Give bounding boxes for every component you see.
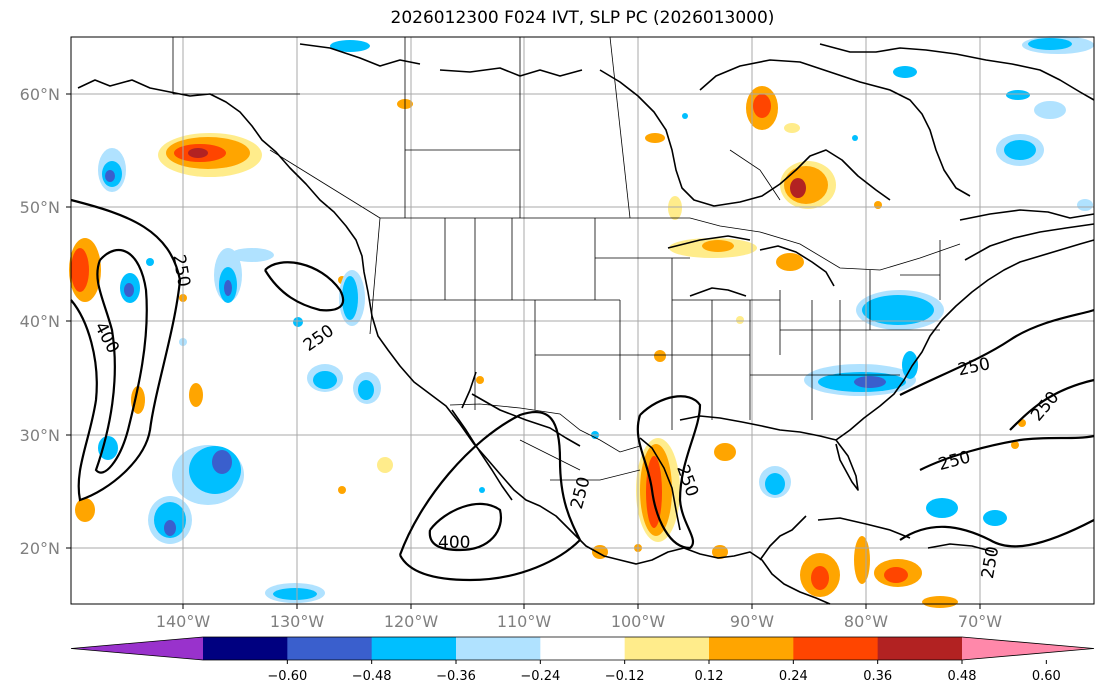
colorbar-segment bbox=[287, 637, 373, 660]
colorbar-tick-label: 0.36 bbox=[863, 669, 892, 684]
colorbar-tick-label: 0.12 bbox=[695, 669, 724, 684]
colorbar-tick-label: 0.48 bbox=[948, 669, 977, 684]
lon-label: 120°W bbox=[384, 612, 439, 631]
colorbar-tick-label: −0.60 bbox=[267, 669, 307, 684]
colorbar-segment bbox=[624, 637, 710, 660]
contour-label: 400 bbox=[438, 533, 470, 553]
lat-label: 40°N bbox=[20, 312, 60, 331]
lon-label: 90°W bbox=[730, 612, 774, 631]
political-boundaries bbox=[172, 36, 961, 481]
colorbar-segment bbox=[203, 637, 288, 660]
lon-label: 80°W bbox=[844, 612, 888, 631]
colorbar-tick-label: −0.36 bbox=[436, 669, 476, 684]
colorbar-segment bbox=[793, 637, 879, 660]
longitude-labels: 140°W 130°W 120°W 110°W 100°W 90°W 80°W … bbox=[156, 612, 1002, 631]
colorbar-tick-label: −0.24 bbox=[520, 669, 560, 684]
colorbar-segment bbox=[709, 637, 794, 660]
colorbar-segment bbox=[540, 637, 626, 660]
colorbar-extend-low bbox=[71, 637, 203, 660]
coastlines bbox=[77, 43, 1095, 605]
colorbar-tick-label: −0.12 bbox=[605, 669, 645, 684]
lat-label: 20°N bbox=[20, 539, 60, 558]
lon-label: 110°W bbox=[497, 612, 552, 631]
slp-contours bbox=[70, 198, 1095, 582]
colorbar-outline bbox=[70, 636, 1095, 661]
axis-ticks bbox=[66, 93, 981, 609]
lon-label: 130°W bbox=[270, 612, 325, 631]
latitude-labels: 60°N 50°N 40°N 30°N 20°N bbox=[20, 85, 60, 558]
colorbar-extend-high bbox=[962, 637, 1094, 660]
colorbar-segment bbox=[456, 637, 541, 660]
colorbar-segment bbox=[371, 637, 457, 660]
colorbar-segment bbox=[877, 637, 963, 660]
lat-label: 30°N bbox=[20, 426, 60, 445]
colorbar bbox=[70, 636, 1095, 661]
colorbar-tick-label: −0.48 bbox=[352, 669, 392, 684]
colorbar-tick-label: 0.60 bbox=[1032, 669, 1061, 684]
lat-label: 50°N bbox=[20, 198, 60, 217]
ivt-anomaly-fill bbox=[69, 36, 1094, 608]
map-title: 2026012300 F024 IVT, SLP PC (2026013000) bbox=[390, 8, 775, 28]
lat-label: 60°N bbox=[20, 85, 60, 104]
lon-label: 100°W bbox=[611, 612, 666, 631]
colorbar-tick-label: 0.24 bbox=[779, 669, 808, 684]
lon-label: 70°W bbox=[958, 612, 1002, 631]
colorbar-tick-labels: −0.60 −0.48 −0.36 −0.24 −0.12 0.12 0.24 0.36 0.4… bbox=[267, 660, 1061, 684]
lon-label: 140°W bbox=[156, 612, 211, 631]
